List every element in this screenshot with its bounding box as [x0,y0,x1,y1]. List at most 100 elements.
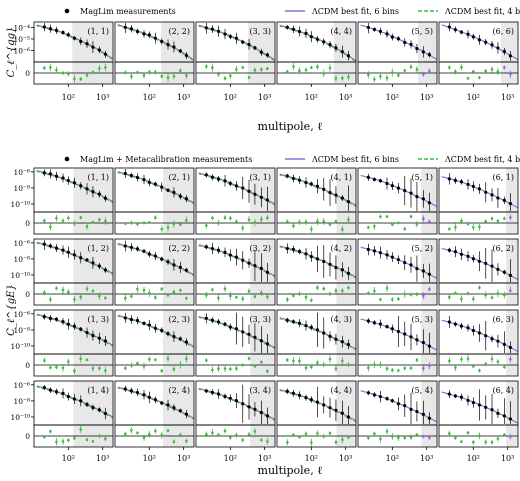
data-point [477,403,481,407]
data-point [79,399,83,403]
residual-axes-frame [33,61,114,85]
excluded-scale-shade [336,381,356,447]
panel-label: (6, 4) [492,386,514,395]
data-point [346,271,350,275]
data-point [366,25,370,30]
data-point [54,174,59,178]
residual-point [415,358,419,362]
data-point [184,412,188,416]
data-point [223,179,227,183]
residual-point [367,226,370,229]
data-point [123,244,127,248]
data-point [147,252,151,256]
model-curve-6bins [441,24,519,61]
residual-point [85,358,89,362]
y-tick-label: 10⁻¹⁰ [10,413,30,422]
panel-label: (4, 4) [330,27,352,36]
residual-point [217,72,220,76]
data-point [466,254,470,259]
residual-point [130,295,133,298]
top-xlabel: multipole, ℓ [258,120,323,133]
bottom-legend: MagLim + Metacalibration measurements ΛC… [64,155,520,164]
y-tick-label: 10⁻¹⁰ [10,342,30,351]
x-tick-label: 10² [224,454,237,463]
data-point [496,411,500,415]
residual-point [142,221,146,225]
data-point [502,49,506,54]
data-point [315,37,319,41]
data-point [79,184,83,188]
data-point [160,185,164,189]
residual-point [509,435,512,438]
residual-point [91,289,95,293]
panel-label: (6, 6) [492,27,514,36]
residual-point [503,66,506,69]
data-point [178,265,182,269]
panel-label: (6, 3) [492,315,514,324]
residual-point [341,228,344,231]
residual-point [104,66,107,69]
data-point [466,326,470,330]
residual-point [142,288,146,292]
data-point [66,33,70,37]
data-point [403,189,407,193]
data-point [216,248,221,252]
data-point [129,317,133,322]
data-point [471,328,475,333]
residual-point [509,216,512,219]
residual-point [367,291,370,295]
residual-point [409,293,413,296]
data-point [285,174,289,178]
residual-point [185,219,188,222]
residual-point [124,432,127,436]
data-point [378,322,383,326]
residual-point [347,363,350,367]
data-point [234,398,238,403]
residual-point [397,297,400,301]
residual-point [223,287,227,290]
data-point [315,328,319,332]
excluded-scale-shade [161,22,194,84]
x-tick-label: 10² [386,93,399,102]
data-point [477,187,481,191]
data-point [153,36,157,40]
residual-point [142,74,146,77]
residual-point [185,439,188,443]
residual-point [211,368,214,372]
model-curve-6bins [441,247,519,281]
residual-point [266,369,269,373]
data-point [129,173,133,178]
panel-label: (6, 1) [492,173,514,182]
residual-point [415,433,419,436]
data-point [421,197,425,201]
residual-point [292,224,295,228]
residual-point [385,367,389,370]
data-point [103,339,107,343]
data-point [328,334,332,338]
residual-point [172,222,176,226]
panel-label: (5, 1) [411,173,433,182]
data-point [459,252,464,256]
residual-point [403,292,407,296]
data-point [340,196,344,200]
residual-point [61,288,65,292]
data-point [385,181,389,186]
residual-point [205,224,208,227]
residual-point [478,434,481,438]
residual-point [304,432,308,436]
data-point [153,326,157,330]
data-point [378,179,383,183]
data-point [204,389,208,393]
residual-point [179,363,182,367]
y-tick-label: 10⁻⁶ [13,381,30,390]
top-legend: MagLim measurements ΛCDM best fit, 6 bin… [64,7,520,16]
data-point [172,45,176,49]
data-point [309,397,313,402]
residual-point [160,433,164,437]
data-point [334,265,338,270]
residual-point [229,436,232,439]
data-point [421,340,425,345]
excluded-scale-shade [506,168,518,234]
residual-point [341,289,344,292]
residual-point [148,291,151,295]
